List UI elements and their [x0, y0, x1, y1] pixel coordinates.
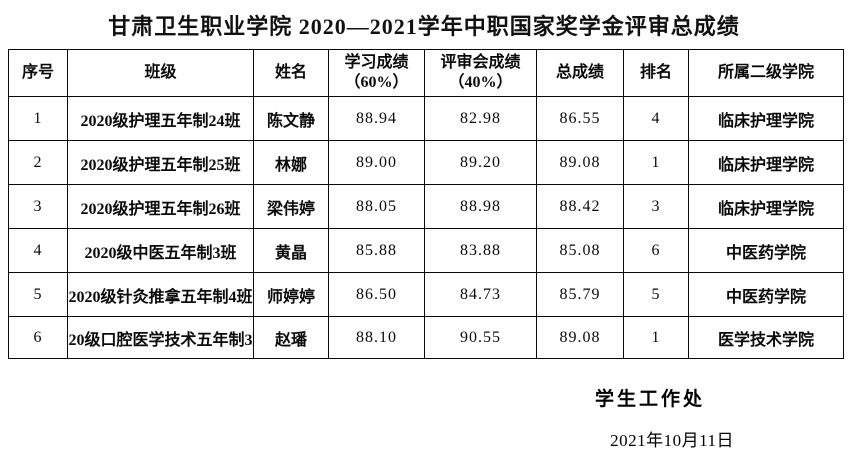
table-row: 3 2020级护理五年制26班 梁伟婷 88.05 88.98 88.42 3 …: [8, 184, 844, 229]
cell-study-score: 86.50: [328, 272, 425, 317]
cell-name: 陈文静: [253, 96, 329, 141]
cell-serial: 4: [8, 228, 68, 273]
cell-review-score: 84.73: [424, 272, 537, 317]
cell-rank: 5: [623, 272, 689, 317]
col-header-college: 所属二级学院: [688, 49, 844, 97]
cell-name: 林娜: [253, 140, 329, 185]
cell-study-score: 85.88: [328, 228, 425, 273]
cell-class: 2020级护理五年制25班: [67, 140, 254, 185]
col-header-name: 姓名: [253, 49, 329, 97]
cell-serial: 6: [8, 316, 68, 359]
table-row: 6 2020级口腔医学技术五年制3班 赵璠 88.10 90.55 89.08 …: [8, 316, 844, 359]
cell-review-score: 88.98: [424, 184, 537, 229]
col-header-study-score: 学习成绩 （60%）: [328, 49, 425, 97]
header-row: 序号 班级 姓名 学习成绩 （60%） 评审会成绩 （40%） 总成绩 排名 所属二…: [8, 49, 844, 97]
cell-study-score: 89.00: [328, 140, 425, 185]
cell-name: 赵璠: [253, 316, 329, 359]
cell-study-score: 88.10: [328, 316, 425, 359]
cell-college: 临床护理学院: [688, 96, 844, 141]
cell-college: 中医药学院: [688, 228, 844, 273]
table-row: 5 2020级针灸推拿五年制4班 师婷婷 86.50 84.73 85.79 5…: [8, 272, 844, 317]
issue-date: 2021年10月11日: [610, 431, 734, 450]
cell-total-score: 88.42: [536, 184, 624, 229]
col-header-class: 班级: [67, 49, 254, 97]
cell-class: 2020级中医五年制3班: [67, 228, 254, 273]
col-header-serial: 序号: [8, 49, 68, 97]
cell-study-score: 88.94: [328, 96, 425, 141]
cell-total-score: 89.08: [536, 140, 624, 185]
cell-name: 梁伟婷: [253, 184, 329, 229]
issuing-department: 学生工作处: [594, 389, 705, 410]
col-header-total-score: 总成绩: [536, 49, 624, 97]
cell-rank: 3: [623, 184, 689, 229]
cell-serial: 2: [8, 140, 68, 185]
scores-table: 序号 班级 姓名 学习成绩 （60%） 评审会成绩 （40%） 总成绩 排名 所属二…: [8, 49, 844, 359]
cell-name: 黄晶: [253, 228, 329, 273]
cell-class: 2020级护理五年制26班: [67, 184, 254, 229]
cell-class: 2020级口腔医学技术五年制3班: [67, 316, 254, 359]
cell-rank: 6: [623, 228, 689, 273]
cell-rank: 1: [623, 316, 689, 359]
cell-total-score: 86.55: [536, 96, 624, 141]
cell-study-score: 88.05: [328, 184, 425, 229]
cell-class: 2020级护理五年制24班: [67, 96, 254, 141]
cell-name: 师婷婷: [253, 272, 329, 317]
cell-serial: 1: [8, 96, 68, 141]
cell-college: 临床护理学院: [688, 184, 844, 229]
cell-review-score: 82.98: [424, 96, 537, 141]
cell-serial: 5: [8, 272, 68, 317]
cell-college: 医学技术学院: [688, 316, 844, 359]
cell-rank: 1: [623, 140, 689, 185]
page-title: 甘肃卫生职业学院 2020—2021学年中职国家奖学金评审总成绩: [108, 14, 740, 39]
table-row: 4 2020级中医五年制3班 黄晶 85.88 83.88 85.08 6 中医…: [8, 228, 844, 273]
cell-total-score: 85.79: [536, 272, 624, 317]
cell-total-score: 85.08: [536, 228, 624, 273]
table-row: 2 2020级护理五年制25班 林娜 89.00 89.20 89.08 1 临…: [8, 140, 844, 185]
cell-rank: 4: [623, 96, 689, 141]
cell-college: 中医药学院: [688, 272, 844, 317]
cell-review-score: 83.88: [424, 228, 537, 273]
cell-total-score: 89.08: [536, 316, 624, 359]
cell-class: 2020级针灸推拿五年制4班: [67, 272, 254, 317]
cell-review-score: 90.55: [424, 316, 537, 359]
cell-serial: 3: [8, 184, 68, 229]
cell-college: 临床护理学院: [688, 140, 844, 185]
col-header-review-score: 评审会成绩 （40%）: [424, 49, 537, 97]
table-row: 1 2020级护理五年制24班 陈文静 88.94 82.98 86.55 4 …: [8, 96, 844, 141]
col-header-rank: 排名: [623, 49, 689, 97]
document-page: 甘肃卫生职业学院 2020—2021学年中职国家奖学金评审总成绩 序号 班级 姓…: [0, 9, 848, 450]
cell-review-score: 89.20: [424, 140, 537, 185]
